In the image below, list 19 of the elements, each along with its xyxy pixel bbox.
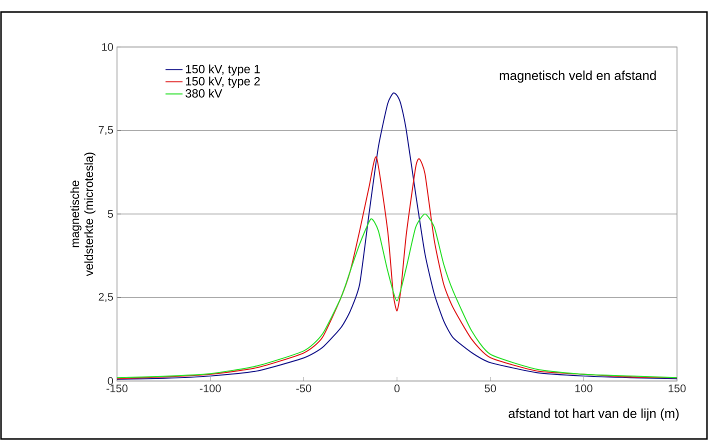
y-tick-label: 10 <box>102 43 114 51</box>
x-tick-label: 150 <box>668 384 686 392</box>
x-tick-label: 50 <box>484 384 496 392</box>
legend-label: 150 kV, type 2 <box>186 76 260 88</box>
x-tick-label: 100 <box>575 384 592 392</box>
y-tick-label: 2,5 <box>98 292 114 302</box>
x-tick-label: 0 <box>394 384 400 392</box>
text: magnetisch veld en afstand <box>500 70 656 83</box>
y-tick-label: 5 <box>108 210 114 218</box>
x-axis-title: afstand tot hart van de lijn (m) <box>508 408 679 421</box>
y-tick-label: 7,5 <box>98 126 114 135</box>
line-series <box>117 213 678 378</box>
legend-label: 380 kV <box>186 88 222 98</box>
y-axis-title: magnetische veldsterkte (microtesla) <box>70 152 96 276</box>
y-tick-label: 0 <box>108 377 114 385</box>
x-tick-label: -100 <box>200 384 221 392</box>
x-tick-label: -50 <box>296 384 312 392</box>
x-tick-label: -150 <box>106 384 128 392</box>
legend-label: 150 kV, type 1 <box>186 64 260 76</box>
